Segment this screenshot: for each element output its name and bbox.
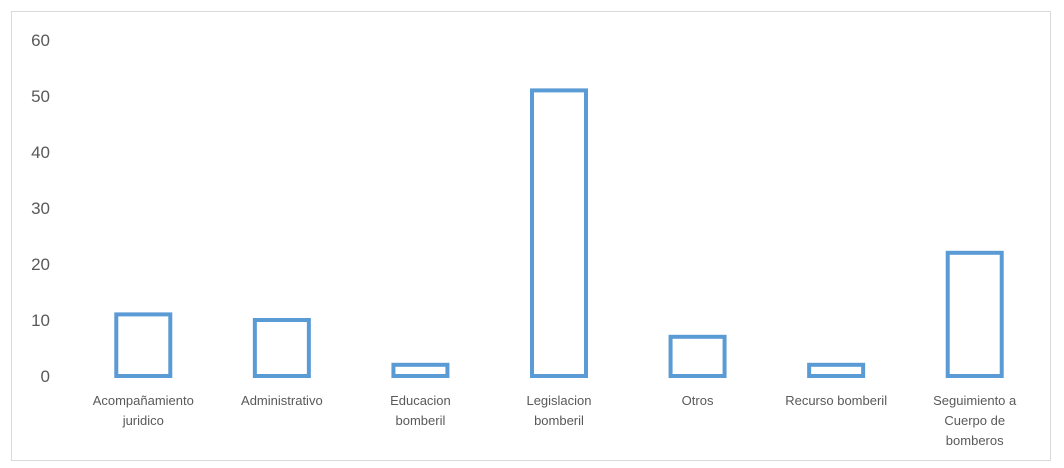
- bar: [807, 362, 866, 378]
- y-tick-label: 50: [31, 87, 50, 106]
- x-category-label: Acompañamiento: [93, 393, 194, 408]
- x-category-label: bomberos: [946, 433, 1004, 448]
- y-tick-label: 30: [31, 199, 50, 218]
- x-category-label: bomberil: [534, 413, 584, 428]
- y-tick-label: 60: [31, 31, 50, 50]
- bar: [391, 362, 450, 378]
- y-tick-label: 0: [41, 367, 50, 386]
- x-category-label: Otros: [682, 393, 714, 408]
- x-category-label: Educacion: [390, 393, 451, 408]
- x-category-label: bomberil: [395, 413, 445, 428]
- x-category-label: Cuerpo de: [944, 413, 1005, 428]
- y-tick-label: 20: [31, 255, 50, 274]
- y-tick-label: 40: [31, 143, 50, 162]
- bar: [252, 318, 311, 378]
- bar: [945, 250, 1004, 378]
- y-tick-label: 10: [31, 311, 50, 330]
- x-category-label: Seguimiento a: [933, 393, 1017, 408]
- x-category-label: Legislacion: [526, 393, 591, 408]
- bar: [114, 312, 173, 378]
- x-category-label: juridico: [122, 413, 164, 428]
- bar: [668, 334, 727, 378]
- bar: [530, 88, 588, 379]
- x-category-label: Recurso bomberil: [785, 393, 887, 408]
- x-category-label: Administrativo: [241, 393, 323, 408]
